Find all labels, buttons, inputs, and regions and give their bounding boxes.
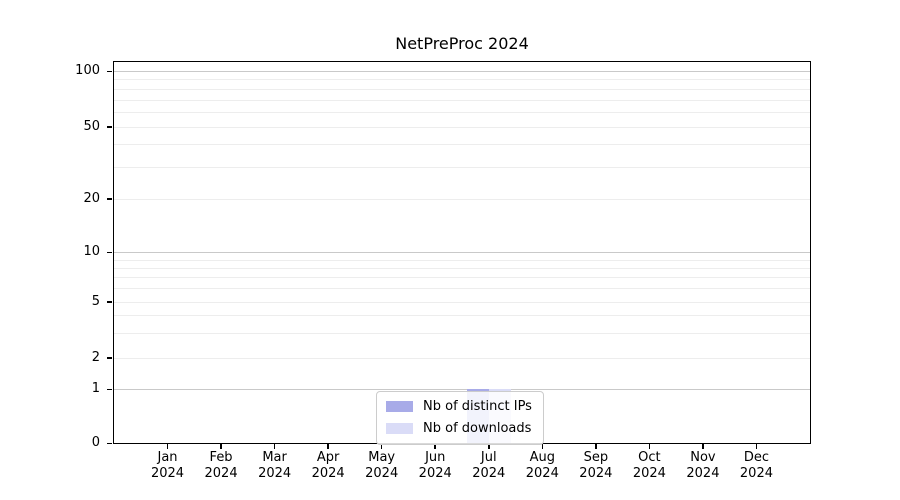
y-tick-label-50: 50 [83,118,100,134]
x-tick-label-feb: Feb 2024 [204,450,238,481]
x-tick-mark-aug [541,444,544,449]
chart-title: NetPreProc 2024 [395,34,529,53]
x-tick-label-jun: Jun 2024 [418,450,452,481]
y-tick-mark-50 [107,126,112,128]
y-tick-mark-2 [107,357,112,359]
gridline-y-70 [114,99,810,101]
gridline-y-1 [114,389,810,390]
y-tick-mark-0 [107,442,112,444]
gridline-y-2 [114,357,810,359]
gridline-y-6 [114,288,810,290]
gridline-y-60 [114,111,810,113]
y-tick-mark-5 [107,301,112,303]
x-tick-mark-feb [220,444,222,449]
legend: Nb of distinct IPs Nb of downloads [376,391,544,445]
x-tick-mark-dec [755,444,758,449]
gridline-y-30 [114,166,810,168]
y-tick-label-10: 10 [83,244,100,259]
x-tick-mark-oct [648,444,651,449]
gridline-y-4 [114,315,810,317]
y-tick-label-2: 2 [91,349,100,365]
legend-item-distinct-ips: Nb of distinct IPs [386,399,532,414]
x-tick-label-jul: Jul 2024 [472,450,506,481]
gridline-y-20 [114,198,810,200]
y-tick-label-100: 100 [75,63,100,78]
gridline-y-9 [114,259,810,261]
legend-swatch-downloads [386,423,413,434]
x-tick-mark-apr [327,444,329,449]
y-tick-mark-10 [107,251,112,253]
x-tick-label-dec: Dec 2024 [739,450,773,481]
gridline-y-90 [114,79,810,81]
y-tick-label-0: 0 [91,435,100,450]
x-tick-mark-mar [273,444,276,449]
gridline-y-5 [114,301,810,303]
gridline-y-10 [114,252,810,253]
y-tick-label-1: 1 [91,381,100,396]
gridline-y-100 [114,71,810,72]
x-tick-mark-jul [488,444,490,449]
gridline-y-8 [114,267,810,269]
plot-area: Nb of distinct IPs Nb of downloads [113,61,811,445]
legend-label-distinct-ips: Nb of distinct IPs [423,399,532,414]
x-tick-label-jan: Jan 2024 [150,450,185,481]
legend-item-downloads: Nb of downloads [386,421,532,436]
x-tick-mark-may [380,444,383,449]
y-tick-label-5: 5 [91,293,100,309]
gridline-y-80 [114,88,810,90]
x-tick-mark-nov [702,444,704,449]
gridline-y-40 [114,144,810,146]
gridline-y-3 [114,332,810,334]
x-tick-mark-sep [595,444,597,449]
y-tick-label-20: 20 [83,190,100,206]
x-tick-label-oct: Oct 2024 [632,450,666,481]
legend-label-downloads: Nb of downloads [423,421,532,436]
x-tick-label-nov: Nov 2024 [686,450,720,481]
legend-swatch-distinct-ips [386,401,413,412]
x-tick-mark-jun [434,444,436,449]
x-tick-mark-jan [166,444,169,449]
x-tick-label-aug: Aug 2024 [525,450,559,481]
gridline-y-50 [114,126,810,128]
x-tick-label-sep: Sep 2024 [579,450,613,481]
x-tick-label-apr: Apr 2024 [311,450,345,481]
x-tick-label-may: May 2024 [365,450,399,481]
y-tick-mark-20 [107,198,112,200]
y-tick-mark-1 [107,388,112,390]
x-tick-label-mar: Mar 2024 [258,450,292,481]
y-tick-mark-100 [107,70,112,72]
gridline-y-7 [114,277,810,279]
